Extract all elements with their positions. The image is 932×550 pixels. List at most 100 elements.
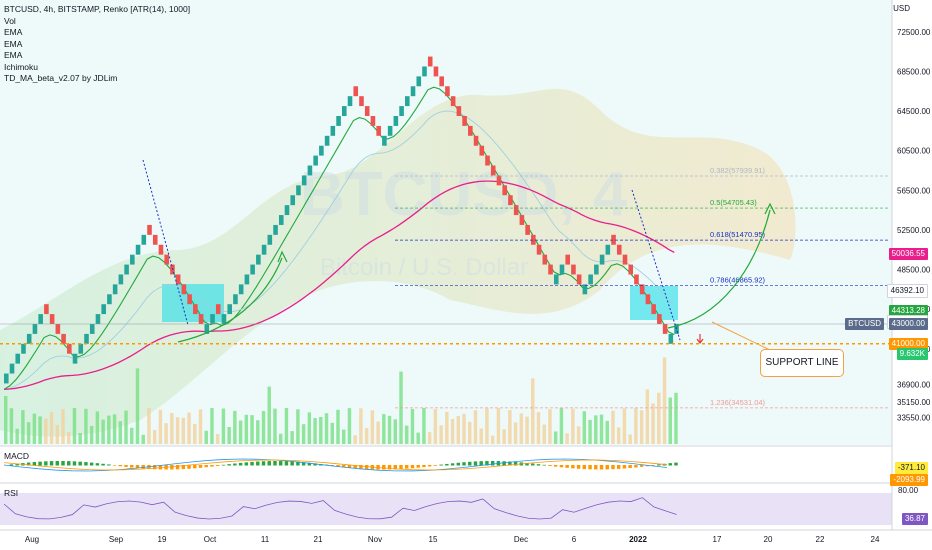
price-tick-label: 35150.00 [897,398,931,407]
renko-brick [290,195,296,206]
indicator-td-ma[interactable]: TD_MA_beta_v2.07 by JDLim [4,73,118,83]
macd-bar [427,465,432,467]
renko-brick [118,274,124,285]
time-tick-label: 22 [816,535,825,544]
renko-brick [152,234,158,245]
indicator-ema-2[interactable]: EMA [4,38,23,49]
volume-bar [387,415,392,444]
renko-brick [164,254,169,265]
macd-bar [55,461,59,466]
volume-bar [301,424,306,444]
macd-bar [576,465,581,469]
macd-label[interactable]: MACD [4,451,30,461]
volume-bar [187,412,191,444]
macd-bar [296,461,300,466]
macd-bar [261,461,266,466]
volume-bar [278,433,283,444]
volume-bar [479,428,483,444]
volume-bar [668,397,672,444]
volume-bar [227,427,231,444]
macd-bar [307,462,312,466]
volume-bar [662,357,667,444]
macd-bar [198,465,203,468]
rsi-band [0,493,892,525]
renko-brick [594,264,599,275]
macd-bar [175,465,180,470]
volume-bar [405,425,409,444]
renko-brick [450,96,456,107]
rsi-tick-label: 80.00 [898,486,919,495]
time-tick-label: 15 [429,535,438,544]
volume-bar [427,432,432,444]
volume-bar [61,409,65,444]
renko-brick [473,135,479,146]
renko-brick [571,264,576,275]
volume-bar [468,421,472,444]
volume-bar [576,426,581,444]
renko-brick [616,244,622,255]
volume-bar [147,408,151,444]
volume-bar [210,408,214,444]
volume-bar [565,433,569,444]
price-axis[interactable]: 72500.00 68500.00 64500.00 60500.00 56500.00… [897,28,931,423]
symbol-title[interactable]: BTCUSD, 4h, BITSTAMP, Renko [ATR(14), 10… [4,4,191,14]
renko-brick [95,314,101,324]
renko-brick [588,274,593,285]
volume-bar [307,412,312,444]
renko-brick [525,224,530,235]
volume-bar [112,414,117,444]
macd-bar [622,465,627,469]
macd-bar [61,461,65,466]
macd-bar [72,461,77,466]
time-axis[interactable]: Aug Sep 19 Oct 11 21 Nov 15 Dec 6 2022 17 20 22 24 [25,535,880,544]
volume-bar [353,435,357,444]
macd-bar [502,461,506,466]
indicator-ichimoku[interactable]: Ichimoku [4,61,39,72]
macd-bar [89,462,94,466]
macd-bar [152,465,157,470]
volume-bar [215,434,220,444]
macd-bar [313,463,317,466]
macd-bar [336,465,340,467]
macd-bar [668,463,672,466]
indicator-ema-1[interactable]: EMA [4,27,23,37]
time-tick-label: Oct [204,535,217,544]
renko-brick [307,165,313,176]
renko-brick [301,175,307,186]
renko-brick [445,86,450,97]
volume-bar [416,432,420,444]
up-arrow-1-head [277,250,288,263]
volume-bar [244,414,249,444]
renko-brick [399,106,404,116]
renko-brick [410,86,416,97]
renko-brick [416,76,422,87]
renko-brick [542,254,548,265]
macd-bar [181,465,186,470]
volume-bar [456,416,461,444]
volume-bar [674,392,678,444]
time-tick-label: 17 [713,535,722,544]
renko-brick [382,135,387,146]
renko-brick [422,66,427,77]
macd-bar [256,461,260,466]
macd-bar [450,463,455,466]
indicator-ema-3[interactable]: EMA [4,50,23,60]
rsi-label[interactable]: RSI [4,488,19,498]
signal-line [3,459,668,471]
renko-brick [645,294,651,305]
volume-bar [594,415,598,444]
renko-brick [370,116,376,126]
renko-brick [158,244,164,255]
renko-brick [427,56,433,67]
macd-bar [525,462,529,466]
renko-brick [324,135,330,146]
macd-value-tag: -2093.99 [890,474,928,486]
macd-bar [204,465,208,468]
renko-brick [634,274,639,285]
volume-bar [44,418,48,444]
indicator-vol[interactable]: Vol [4,15,16,26]
volume-bar [628,434,632,444]
macd-bar [347,465,352,468]
volume-bar [490,435,495,444]
